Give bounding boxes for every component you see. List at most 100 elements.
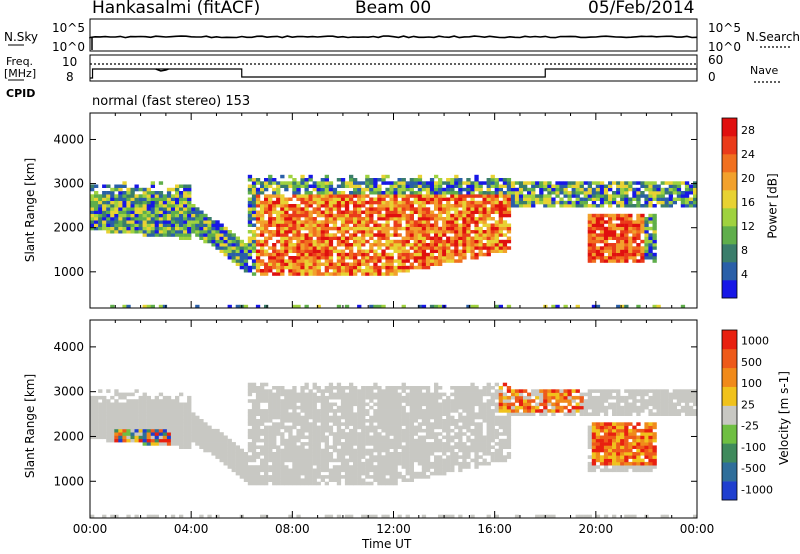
- power-cell: [438, 252, 443, 257]
- velocity-cell: [247, 448, 253, 453]
- velocity-cell: [389, 402, 394, 407]
- power-cell: [567, 197, 572, 201]
- power-cell: [462, 200, 467, 205]
- power-cell: [199, 217, 204, 221]
- power-cell: [357, 207, 362, 211]
- power-cell: [268, 269, 273, 273]
- power-cell: [268, 181, 273, 185]
- velocity-cell: [413, 432, 418, 436]
- velocity-cell: [328, 405, 334, 410]
- velocity-cell: [158, 409, 164, 413]
- power-cell: [676, 194, 682, 198]
- velocity-cell: [506, 386, 512, 390]
- power-cell: [381, 217, 386, 221]
- power-cell: [636, 230, 641, 234]
- power-cell: [636, 246, 641, 250]
- velocity-cell: [288, 442, 293, 446]
- power-cell: [620, 252, 625, 257]
- velocity-cell: [118, 435, 123, 440]
- power-cell: [518, 197, 524, 201]
- power-cell: [312, 239, 317, 244]
- power-cell: [284, 265, 289, 270]
- power-cell: [397, 246, 402, 250]
- power-cell: [260, 207, 265, 211]
- power-cell: [490, 191, 495, 195]
- velocity-cell: [211, 442, 216, 446]
- power-cell: [417, 200, 423, 205]
- power-cell: [284, 262, 289, 266]
- power-cell: [353, 252, 358, 257]
- velocity-cell: [454, 395, 459, 400]
- velocity-cell: [409, 428, 414, 433]
- velocity-cell: [340, 389, 346, 393]
- power-cell: [264, 252, 269, 257]
- velocity-cell: [296, 392, 301, 397]
- power-cell: [288, 230, 293, 234]
- velocity-cell: [474, 438, 479, 443]
- power-cell: [587, 243, 592, 247]
- power-cell: [308, 239, 313, 244]
- power-cell: [385, 174, 390, 179]
- velocity-cell: [389, 415, 394, 420]
- velocity-cell: [474, 465, 479, 469]
- power-cell: [385, 233, 390, 237]
- power-cell: [474, 246, 479, 250]
- power-cell: [693, 187, 698, 192]
- power-cell: [470, 236, 475, 240]
- power-cell: [417, 213, 423, 218]
- power-cell: [450, 236, 455, 240]
- power-cell: [486, 230, 491, 234]
- power-cell: [243, 256, 249, 260]
- power-cell: [369, 213, 374, 218]
- velocity-cell: [211, 438, 216, 443]
- velocity-cell: [284, 442, 289, 446]
- velocity-cell: [90, 399, 95, 403]
- velocity-cell: [179, 442, 184, 446]
- power-cell: [130, 197, 135, 201]
- velocity-cell: [203, 422, 208, 426]
- power-cell: [438, 213, 443, 218]
- power-cell: [361, 226, 366, 231]
- power-cell: [280, 220, 285, 224]
- power-cell: [264, 304, 269, 309]
- velocity-cell: [357, 392, 362, 397]
- power-cell: [316, 272, 321, 276]
- velocity-cell: [219, 458, 224, 463]
- power-cell: [292, 220, 297, 224]
- power-cell: [187, 191, 192, 195]
- power-cell: [344, 304, 350, 309]
- power-cell: [150, 220, 155, 224]
- power-cell: [434, 249, 439, 253]
- power-cell: [175, 220, 180, 224]
- power-cell: [300, 265, 305, 270]
- power-cell: [134, 223, 139, 227]
- velocity-cell: [393, 425, 398, 430]
- power-cell: [474, 304, 479, 309]
- power-cell: [599, 230, 605, 234]
- power-cell: [316, 194, 321, 198]
- power-cell: [373, 304, 378, 309]
- velocity-cell: [195, 428, 200, 433]
- power-cell: [539, 187, 544, 192]
- power-cell: [612, 249, 617, 253]
- power-cell: [636, 213, 641, 218]
- power-cell: [409, 217, 414, 221]
- power-cell: [102, 223, 107, 227]
- power-cell: [413, 207, 418, 211]
- velocity-cell: [353, 475, 358, 479]
- power-cell: [502, 184, 508, 188]
- power-cell: [620, 236, 625, 240]
- velocity-cell: [482, 409, 487, 413]
- velocity-cell: [340, 405, 346, 410]
- power-cell: [170, 220, 176, 224]
- velocity-cell: [300, 452, 305, 456]
- velocity-cell: [369, 425, 374, 430]
- velocity-cell: [547, 389, 552, 393]
- power-cell: [632, 252, 637, 257]
- power-cell: [640, 230, 645, 234]
- velocity-cell: [247, 382, 253, 387]
- power-cell: [389, 194, 394, 198]
- power-cell: [425, 207, 431, 211]
- power-cell: [308, 184, 313, 188]
- power-cell: [494, 249, 499, 253]
